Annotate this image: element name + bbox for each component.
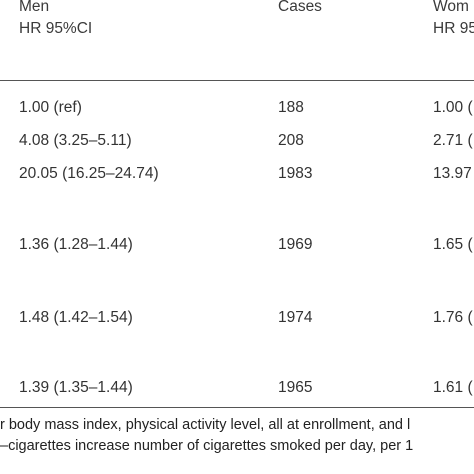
cell-men-hr: 1.00 (ref) [19, 99, 82, 116]
cell-women-hr: 13.97 [433, 165, 472, 182]
cell-cases: 208 [278, 132, 304, 149]
cell-cases: 1983 [278, 165, 313, 182]
cell-men-hr: 4.08 (3.25–5.11) [19, 132, 132, 149]
cell-cases: 1974 [278, 309, 313, 326]
cell-cases: 1969 [278, 236, 313, 253]
cell-women-hr: 1.00 ( [433, 99, 473, 116]
cell-men-hr: 1.36 (1.28–1.44) [19, 236, 133, 253]
footnote-line: –cigarettes increase number of cigarette… [0, 438, 414, 454]
cell-men-hr: 20.05 (16.25–24.74) [19, 165, 159, 182]
cell-men-hr: 1.48 (1.42–1.54) [19, 309, 133, 326]
col-header-men: Men [19, 0, 50, 15]
col-subheader-men-hr: HR 95%CI [19, 20, 93, 37]
cell-cases: 1965 [278, 379, 313, 396]
col-header-cases: Cases [278, 0, 322, 15]
cell-women-hr: 1.65 ( [433, 236, 473, 253]
header-divider [0, 80, 474, 81]
col-subheader-women-hr: HR 95 [433, 20, 474, 37]
cell-women-hr: 1.61 ( [433, 379, 473, 396]
cell-cases: 188 [278, 99, 304, 116]
cell-women-hr: 2.71 ( [433, 132, 473, 149]
footnote-line: r body mass index, physical activity lev… [0, 417, 411, 433]
cell-women-hr: 1.76 ( [433, 309, 473, 326]
col-header-women: Wom [433, 0, 469, 15]
cell-men-hr: 1.39 (1.35–1.44) [19, 379, 133, 396]
table-bottom-rule [0, 407, 474, 408]
